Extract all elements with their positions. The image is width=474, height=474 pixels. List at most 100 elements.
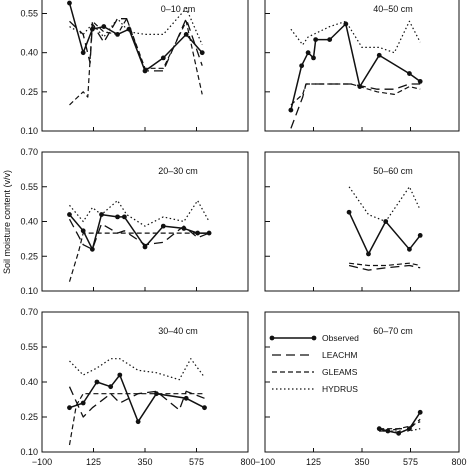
panel-frame xyxy=(41,311,249,453)
observed-point xyxy=(89,246,95,252)
observed-point xyxy=(311,55,316,61)
observed-point xyxy=(108,384,114,390)
observed-point xyxy=(142,244,148,250)
observed-point xyxy=(202,405,207,411)
panel-frame xyxy=(41,0,249,132)
panel-1: 0.10 0.25 0.40 0.55 0–10 cm xyxy=(20,0,249,136)
observed-point xyxy=(183,395,189,401)
observed-point xyxy=(366,251,371,257)
x-tick-label: 350 xyxy=(137,457,152,467)
panel-frame xyxy=(264,151,460,292)
observed-point xyxy=(199,50,205,56)
panel-5: 0.10 0.25 0.40 0.55 0.70 −100 125 350 575 800 30–4… xyxy=(20,307,255,467)
y-tick-label: 0.25 xyxy=(20,412,38,422)
observed-point xyxy=(101,24,107,29)
observed-point xyxy=(343,21,349,27)
depth-label: 60–70 cm xyxy=(373,326,413,336)
y-tick-label: 0.70 xyxy=(20,307,38,317)
y-tick-label: 0.40 xyxy=(20,217,38,227)
gleams-line xyxy=(68,232,210,282)
observed-point xyxy=(407,246,412,252)
panel-frame xyxy=(264,311,460,453)
y-tick-label: 0.70 xyxy=(20,147,38,157)
observed-point xyxy=(122,214,127,220)
observed-point xyxy=(407,71,412,76)
x-tick-label: 800 xyxy=(451,457,466,467)
observed-point xyxy=(115,214,120,220)
panel-4: 50–60 cm xyxy=(264,151,460,292)
observed-point xyxy=(417,409,423,415)
panel-frame xyxy=(264,0,460,132)
legend-label: GLEAMS xyxy=(322,367,358,377)
legend-label: Observed xyxy=(322,333,359,343)
observed-point xyxy=(181,226,187,231)
observed-point xyxy=(183,31,189,37)
observed-point xyxy=(89,26,95,32)
leachm-line xyxy=(290,83,421,129)
depth-label: 0–10 cm xyxy=(161,4,196,14)
y-tick-label: 0.40 xyxy=(20,377,38,387)
depth-label: 50–60 cm xyxy=(373,166,413,176)
y-tick-label: 0.10 xyxy=(20,447,38,457)
observed-point xyxy=(327,37,333,43)
legend-dot xyxy=(269,335,275,341)
y-tick-label: 0.55 xyxy=(20,342,38,352)
observed-line xyxy=(379,411,421,435)
observed-point xyxy=(376,52,382,58)
observed-point xyxy=(195,230,201,236)
depth-label: 20–30 cm xyxy=(158,166,198,176)
observed-point xyxy=(160,55,166,61)
x-tick-label: 350 xyxy=(354,457,369,467)
observed-point xyxy=(160,223,166,229)
leachm-line xyxy=(348,264,421,271)
leachm-line xyxy=(69,18,203,72)
legend: Observed LEACHM GLEAMS HYDRUS xyxy=(269,333,359,394)
y-tick-label: 0.10 xyxy=(20,126,38,136)
hydrus-line xyxy=(69,358,205,381)
observed-point xyxy=(80,400,86,406)
observed-point xyxy=(67,212,72,217)
observed-point xyxy=(117,372,123,378)
observed-point xyxy=(385,428,391,434)
hydrus-line xyxy=(69,200,210,227)
observed-point xyxy=(115,31,120,37)
observed-point xyxy=(67,0,72,6)
y-tick-label: 0.25 xyxy=(20,87,38,97)
observed-point xyxy=(80,228,86,234)
observed-point xyxy=(346,209,352,215)
x-tick-label: 575 xyxy=(189,457,204,467)
depth-label: 40–50 cm xyxy=(373,4,413,14)
observed-point xyxy=(67,405,72,411)
observed-point xyxy=(376,426,382,432)
observed-point xyxy=(142,68,148,74)
legend-label: LEACHM xyxy=(322,350,357,360)
x-tick-label: 800 xyxy=(240,457,255,467)
observed-point xyxy=(288,107,294,113)
observed-point xyxy=(396,430,402,436)
observed-point xyxy=(305,50,311,56)
observed-point xyxy=(407,426,412,432)
y-tick-label: 0.10 xyxy=(20,286,38,296)
depth-label: 30–40 cm xyxy=(158,326,198,336)
observed-point xyxy=(299,63,305,69)
gleams-line xyxy=(349,262,421,267)
observed-line xyxy=(68,2,203,72)
observed-point xyxy=(383,219,389,224)
observed-point xyxy=(206,230,212,236)
y-tick-label: 0.55 xyxy=(20,182,38,192)
y-tick-label: 0.55 xyxy=(20,9,38,19)
x-tick-label: −100 xyxy=(32,457,52,467)
x-tick-label: −100 xyxy=(255,457,275,467)
observed-line xyxy=(68,213,210,251)
observed-point xyxy=(357,84,363,90)
gleams-line xyxy=(290,83,421,106)
leachm-line xyxy=(68,386,205,418)
legend-dot xyxy=(311,335,317,341)
y-tick-label: 0.40 xyxy=(20,48,38,58)
observed-point xyxy=(126,26,132,32)
x-tick-label: 575 xyxy=(403,457,418,467)
observed-point xyxy=(99,212,104,217)
observed-point xyxy=(135,419,141,425)
y-axis-label: Soil moisture content (v/v) xyxy=(2,170,12,274)
